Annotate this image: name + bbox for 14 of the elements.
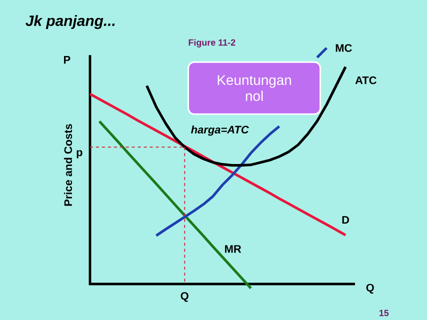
x-axis-title: Q xyxy=(366,284,374,294)
chart-title: Jk panjang... xyxy=(26,15,115,29)
annotation: Keuntungan nol xyxy=(218,75,292,101)
text: Q xyxy=(180,292,188,302)
y-axis-title: Price and Costs xyxy=(64,124,72,206)
annotation: harga=ATC xyxy=(191,125,249,136)
text: p xyxy=(76,150,82,158)
chart-subtitle: Figure 11-2 xyxy=(188,39,236,48)
text: 15 xyxy=(379,310,389,316)
series-label: ATC xyxy=(355,76,376,84)
text: P xyxy=(64,56,70,64)
series-label: D xyxy=(342,216,350,224)
series-label: MR xyxy=(225,245,242,253)
series-label: MC xyxy=(336,44,352,52)
